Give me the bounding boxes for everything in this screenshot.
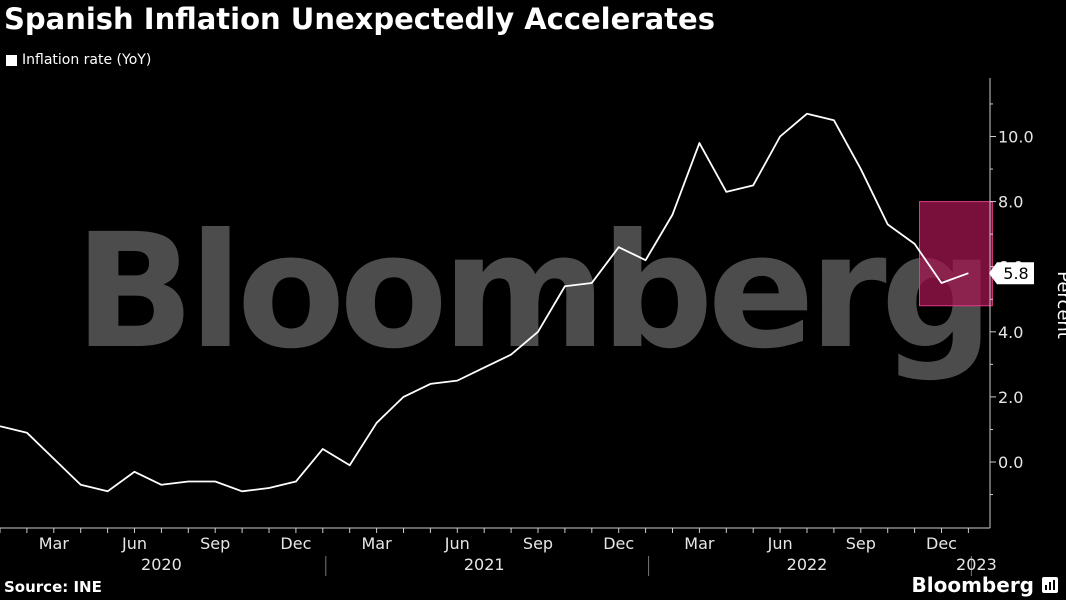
x-year-label: 2020 (141, 555, 182, 574)
x-tick-label: Mar (684, 534, 715, 553)
x-tick-label: Mar (39, 534, 70, 553)
x-year-label: 2021 (464, 555, 505, 574)
legend: Inflation rate (YoY) (6, 52, 151, 68)
x-tick-label: Dec (926, 534, 957, 553)
x-year-label: 2023 (956, 555, 997, 574)
source-note: Source: INE (4, 578, 102, 596)
x-tick-label: Jun (121, 534, 147, 553)
brand-logo: Bloomberg (911, 573, 1034, 597)
y-tick-label: 0.0 (998, 453, 1023, 472)
y-axis-label: Percent (1053, 271, 1066, 339)
chart-title: Spanish Inflation Unexpectedly Accelerat… (4, 2, 715, 36)
x-tick-label: Dec (603, 534, 634, 553)
x-year-label: 2022 (787, 555, 828, 574)
last-value-label: 5.8 (1003, 264, 1028, 283)
x-tick-label: Sep (523, 534, 553, 553)
chart-bars-icon (1042, 577, 1058, 593)
y-tick-label: 8.0 (998, 193, 1023, 212)
y-tick-label: 2.0 (998, 388, 1023, 407)
watermark-text: Bloomberg (74, 200, 988, 384)
x-tick-label: Mar (362, 534, 393, 553)
x-tick-label: Dec (280, 534, 311, 553)
x-tick-label: Jun (767, 534, 793, 553)
x-tick-label: Sep (200, 534, 230, 553)
x-tick-label: Sep (846, 534, 876, 553)
y-tick-label: 10.0 (998, 128, 1034, 147)
x-tick-label: Jun (444, 534, 470, 553)
last-value-badge (989, 262, 1034, 285)
legend-label: Inflation rate (YoY) (22, 52, 152, 68)
highlight-box (919, 201, 993, 307)
y-tick-label: 4.0 (998, 323, 1023, 342)
legend-swatch (6, 54, 17, 66)
watermark: Bloomberg (74, 200, 994, 384)
